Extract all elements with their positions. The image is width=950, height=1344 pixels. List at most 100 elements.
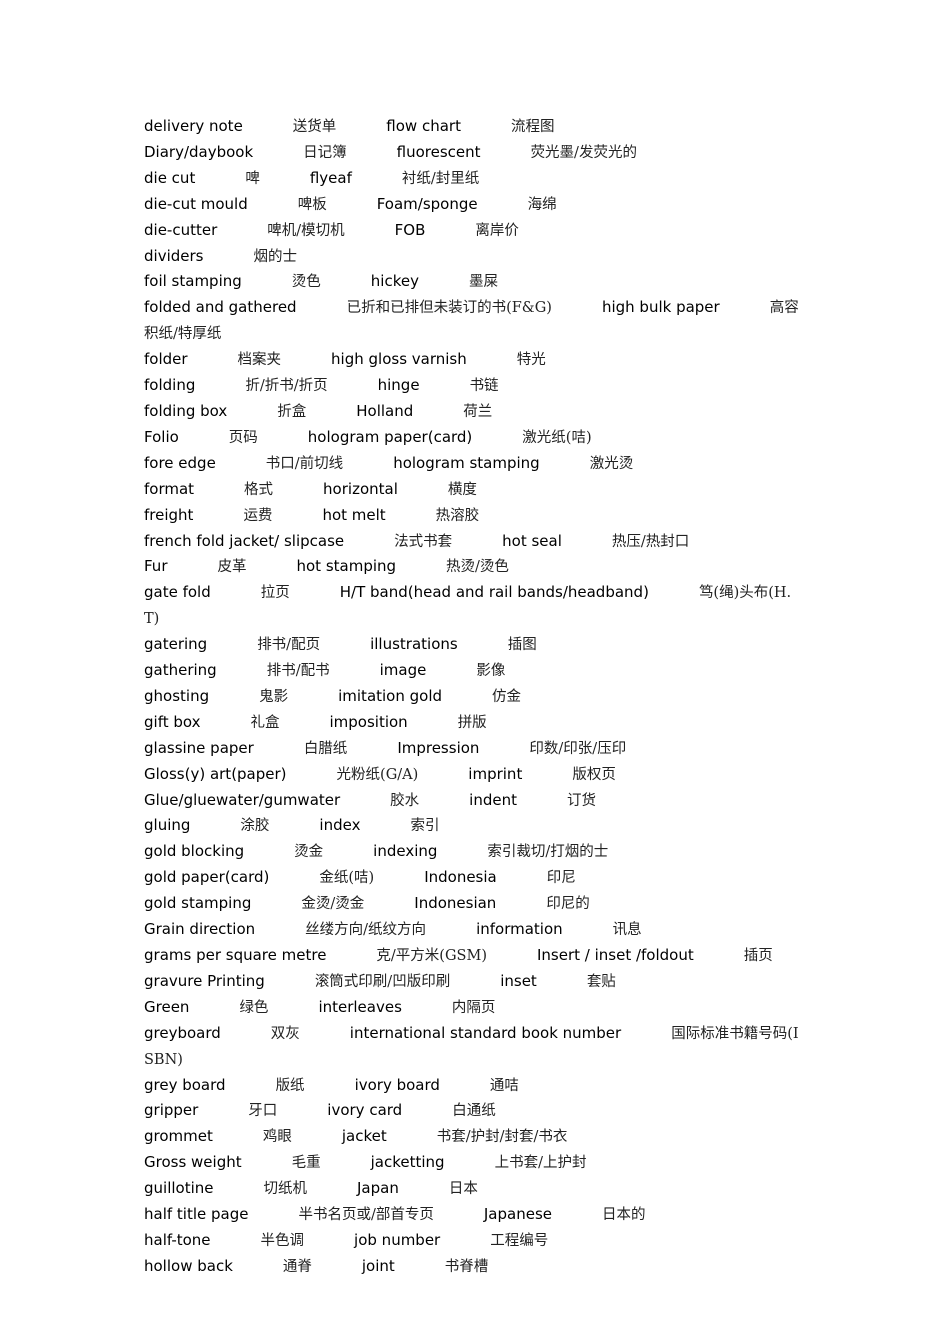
chinese-term: 墨屎 [468,274,498,291]
glossary-line: freight 运费 hot melt 热溶胶 [144,503,806,529]
english-term: Green [144,997,190,1016]
chinese-term: 排书/配书 [266,663,330,680]
english-term: die-cutter [144,220,218,239]
glossary-line: greyboard 双灰 international standard book n… [144,1021,806,1073]
chinese-term: 衬纸/封里纸 [401,170,480,187]
english-term: format [144,479,195,498]
chinese-term: 拉页 [260,585,290,602]
chinese-term: 送货单 [292,119,337,135]
chinese-term: 印数/印张/压印 [529,740,627,757]
english-term: Indonesia [424,868,497,887]
chinese-term: 烫色 [291,274,321,291]
english-term: interleaves [318,997,402,1016]
chinese-term: 版权页 [572,766,616,783]
glossary-line: gold paper(card) 金纸(咭) Indonesia 印尼 [144,865,806,891]
english-term: imitation gold [338,686,443,705]
chinese-term: 鬼影 [259,688,289,705]
english-term: ivory card [327,1101,403,1120]
english-term: jacketting [370,1153,445,1172]
glossary-line: die cut 啤 flyeaf 衬纸/封里纸 [144,166,806,192]
chinese-term: 热压/热封口 [611,533,690,550]
english-term: imposition [329,712,408,731]
chinese-term: 礼盒 [250,714,280,731]
chinese-term: 套贴 [586,973,616,990]
glossary-line: folded and gathered 已折和已排但未装订的书(F&G) high … [144,295,806,347]
english-term: gold stamping [144,894,252,913]
chinese-term: 丝缕方向/纸纹方向 [305,922,427,939]
chinese-term: 订货 [566,792,596,809]
chinese-term: 插页 [743,948,773,964]
chinese-term: 半书名页或/部首专页 [298,1207,434,1224]
chinese-term: 海绵 [527,196,557,213]
glossary-line: gold blocking 烫金 indexing 索引裁切/打烟的士 [144,839,806,865]
english-term: gift box [144,712,201,731]
chinese-term: 工程编号 [490,1232,549,1249]
glossary-line: gluing 涂胶 index 索引 [144,813,806,839]
english-term: die cut [144,168,196,187]
chinese-term: 上书套/上护封 [494,1155,587,1172]
english-term: Indonesian [414,894,497,913]
chinese-term: 高容积纸/特厚纸 [144,300,799,343]
english-term: flyeaf [309,168,352,187]
glossary-line: gripper 牙口 ivory card 白通纸 [144,1098,806,1124]
glossary-line: Diary/daybook 日记簿 fluorescent 荧光墨/发荧光的 [144,140,806,166]
chinese-term: 书链 [469,378,499,395]
chinese-term: 运费 [243,507,273,524]
english-term: job number [354,1230,441,1249]
glossary-line: glassine paper 白腊纸 Impression 印数/印张/压印 [144,736,806,762]
chinese-term: 牙口 [248,1103,278,1120]
chinese-term: 啤板 [297,196,327,213]
english-term: foil stamping [144,272,242,291]
glossary-line: format 格式 horizontal 横度 [144,477,806,503]
chinese-term: 索引 [410,818,440,835]
glossary-line: Grain direction 丝缕方向/纸纹方向 information 讯息 [144,917,806,943]
chinese-term: 通脊 [282,1258,312,1275]
chinese-term: 胶水 [390,792,420,809]
chinese-term: 页码 [228,429,258,446]
chinese-term: 啤 [245,170,260,187]
english-term: gluing [144,816,191,835]
english-term: grommet [144,1127,213,1146]
english-term: gold paper(card) [144,868,270,887]
glossary-line: fore edge 书口/前切线 hologram stamping 激光烫 [144,451,806,477]
chinese-term: 笃(绳)头布(H.T) [144,585,792,628]
english-term: high bulk paper [601,298,720,317]
glossary-document: delivery note 送货单 flow chart 流程图 Diary/daybo… [144,114,806,1280]
chinese-term: 白腊纸 [303,740,348,757]
english-term: french fold jacket/ slipcase [144,531,345,550]
english-term: hot melt [322,505,386,524]
glossary-line: gathering 排书/配书 image 影像 [144,658,806,684]
glossary-line: folder 档案夹 high gloss varnish 特光 [144,347,806,373]
english-term: half title page [144,1205,249,1224]
english-term: Foam/sponge [376,194,478,213]
chinese-term: 涂胶 [240,818,270,835]
chinese-term: 毛重 [291,1155,321,1172]
english-term: dividers [144,246,204,265]
english-term: index [319,816,361,835]
english-term: gold blocking [144,842,245,861]
english-term: hinge [377,376,420,395]
chinese-term: 鸡眼 [262,1129,292,1146]
chinese-term: 内隔页 [451,999,496,1016]
english-term: grams per square metre [144,946,327,964]
glossary-line: Gross weight 毛重 jacketting 上书套/上护封 [144,1150,806,1176]
english-term: guillotine [144,1179,214,1198]
chinese-term: 克/平方米(GSM) [376,948,487,964]
chinese-term: 书套/护封/封套/书衣 [436,1129,568,1146]
english-term: Holland [356,401,414,420]
chinese-term: 烟的士 [253,248,297,265]
chinese-term: 激光纸(咭) [522,429,592,446]
chinese-term: 切纸机 [263,1181,308,1198]
chinese-term: 通咭 [489,1077,519,1094]
glossary-line: die-cutter 啤机/模切机 FOB 离岸价 [144,218,806,244]
chinese-term: 皮革 [217,559,247,576]
glossary-line: folding box 折盒 Holland 荷兰 [144,399,806,425]
chinese-term: 讯息 [612,922,642,939]
chinese-term: 离岸价 [475,222,519,239]
english-term: information [476,920,563,939]
glossary-line: Green 绿色 interleaves 内隔页 [144,995,806,1021]
glossary-line: delivery note 送货单 flow chart 流程图 [144,114,806,140]
english-term: gate fold [144,583,211,602]
english-term: Japan [357,1179,399,1198]
glossary-line: gravure Printing 滚筒式印刷/凹版印刷 inset 套贴 [144,969,806,995]
